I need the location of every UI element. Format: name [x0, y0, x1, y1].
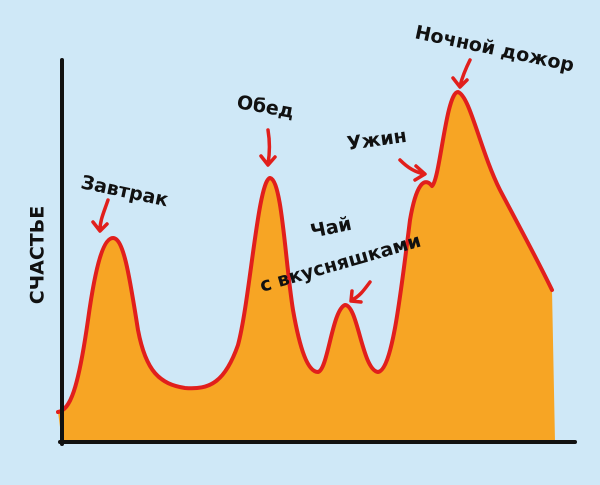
arrow — [349, 280, 372, 304]
happiness-area — [58, 92, 555, 442]
y-axis-label: СЧАСТЬЕ — [27, 206, 49, 304]
arrow — [398, 158, 427, 182]
arrows — [91, 58, 472, 304]
arrow — [259, 128, 277, 167]
arrow — [451, 58, 472, 89]
happiness-curve — [56, 90, 554, 414]
arrow — [91, 198, 110, 233]
